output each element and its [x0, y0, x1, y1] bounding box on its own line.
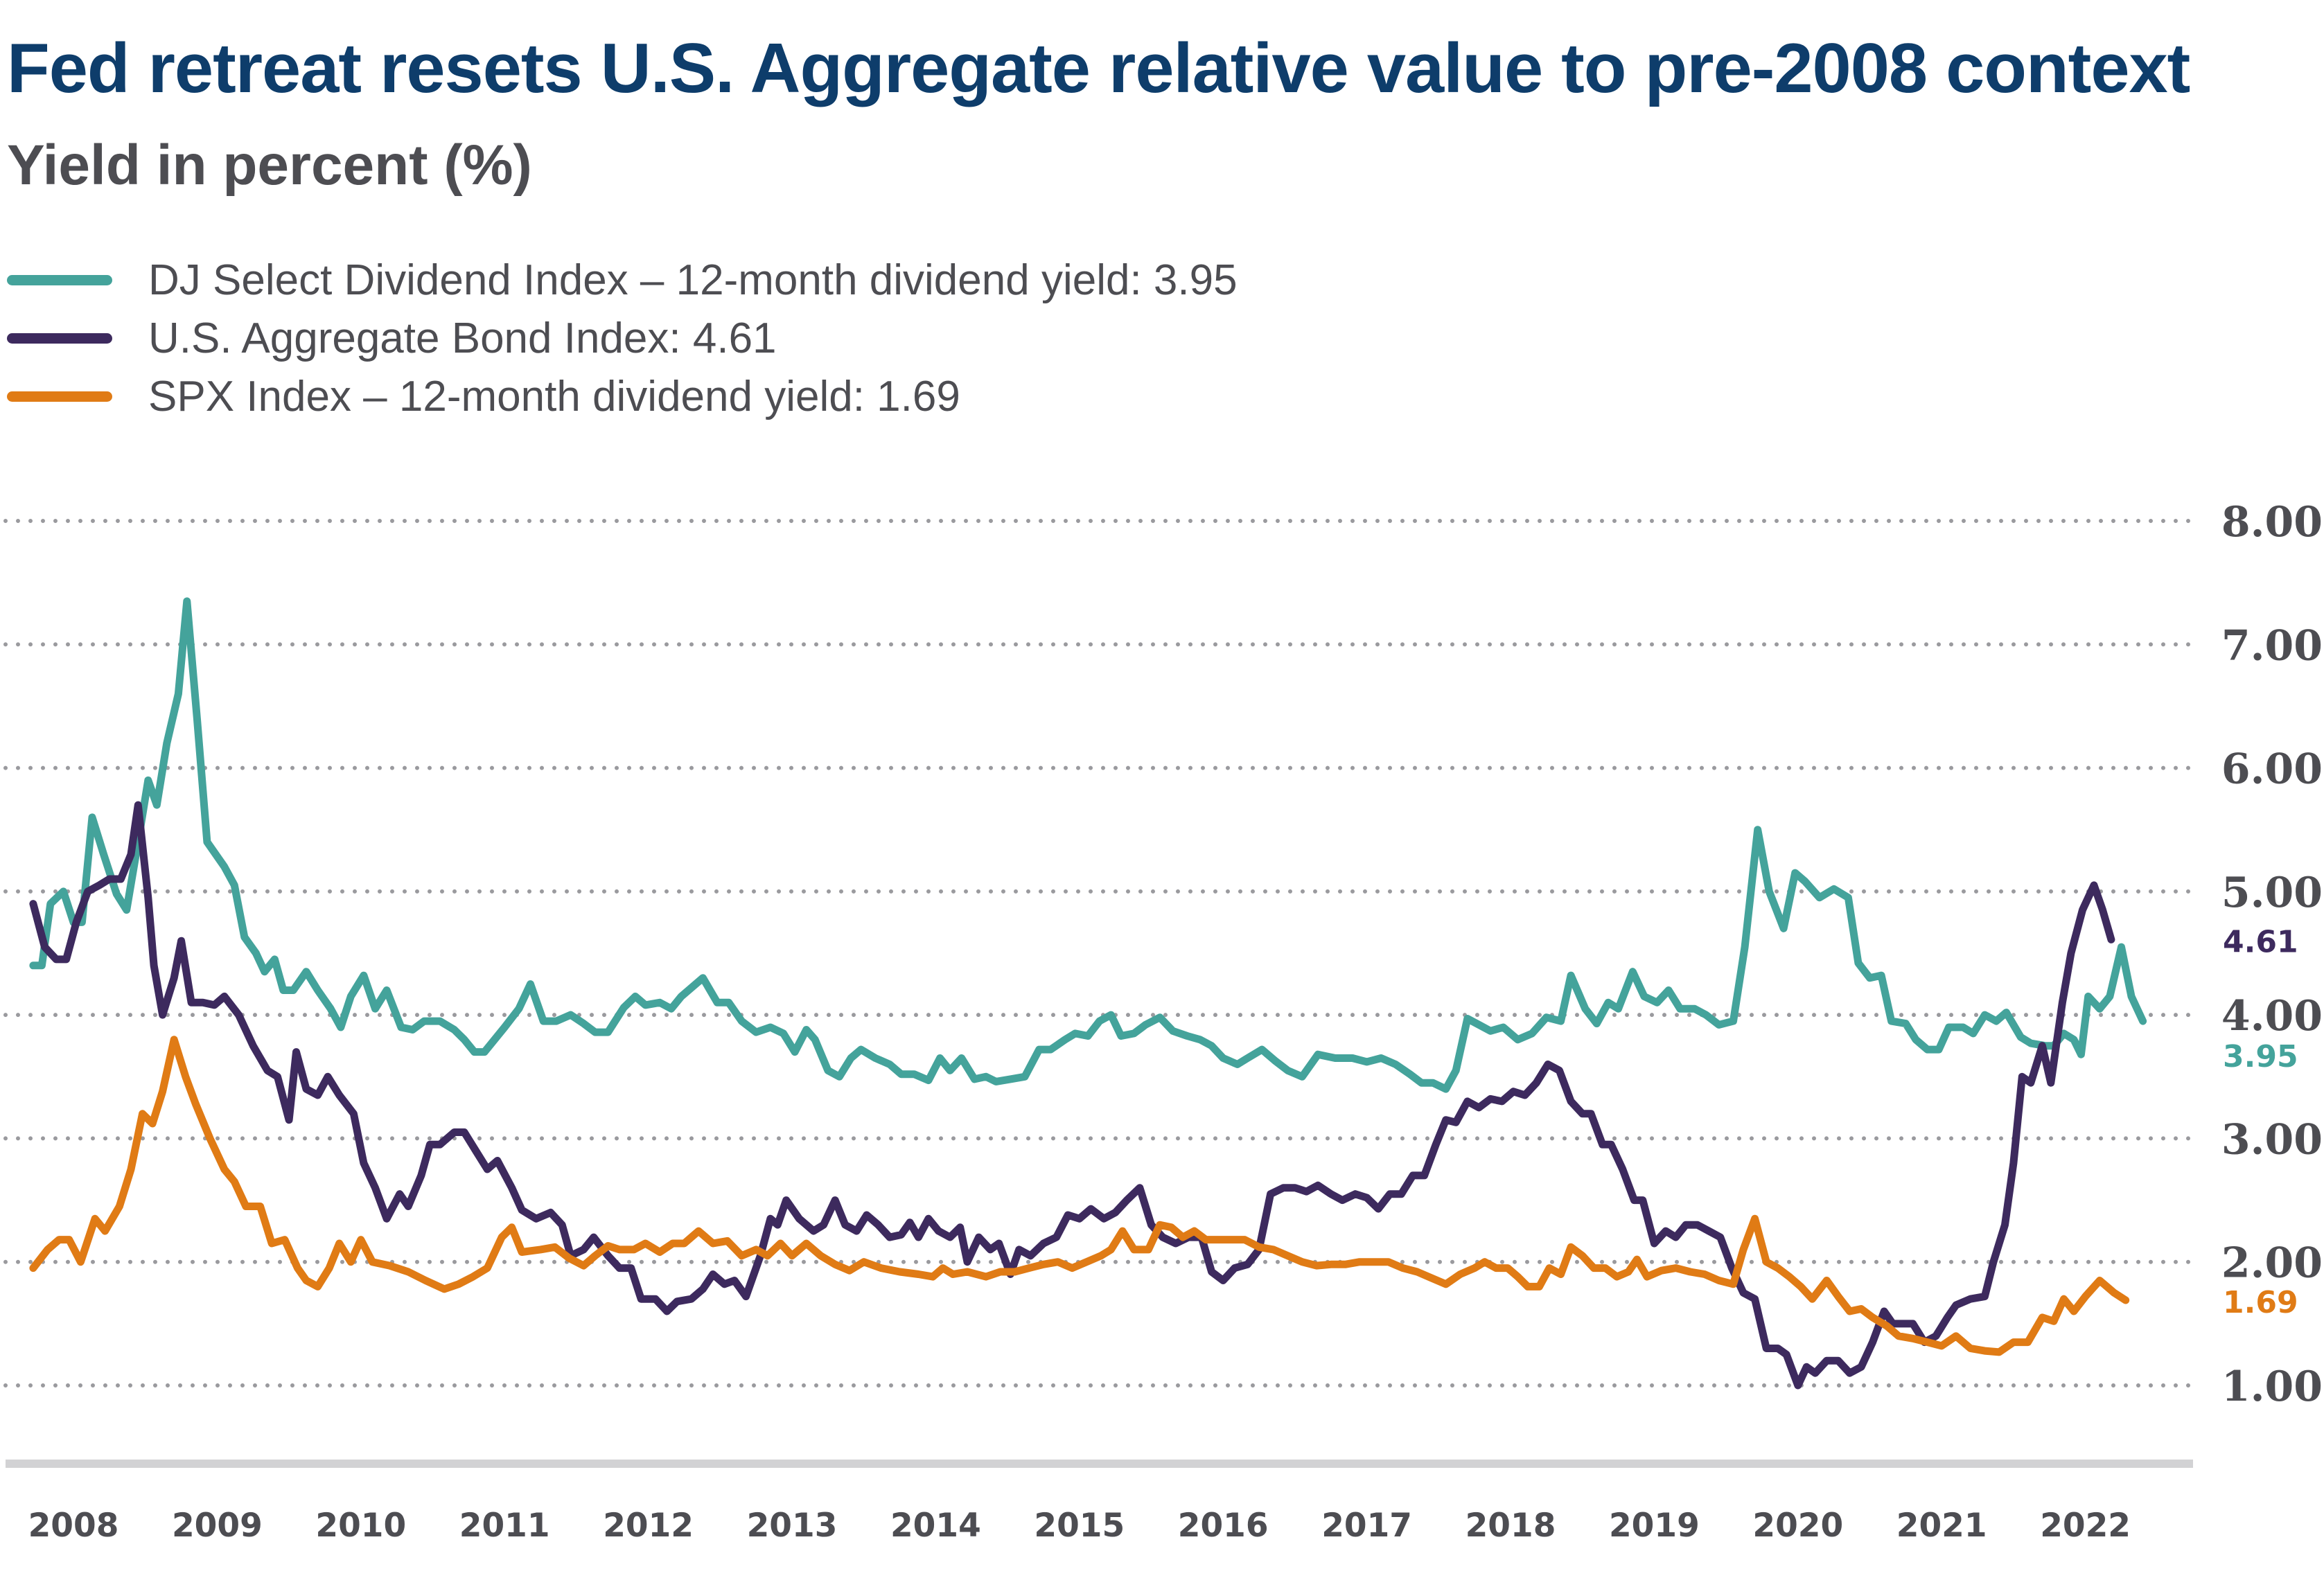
x-tick-label: 2020: [1752, 1507, 1843, 1545]
end-label-us-aggregate: 4.61: [2223, 924, 2298, 959]
x-tick-label: 2012: [603, 1507, 694, 1545]
legend-label-dj-select: DJ Select Dividend Index – 12-month divi…: [148, 256, 1238, 304]
legend-item-dj-select: DJ Select Dividend Index – 12-month divi…: [7, 251, 1238, 309]
chart-title: Fed retreat resets U.S. Aggregate relati…: [7, 30, 2190, 107]
x-tick-label: 2015: [1034, 1507, 1125, 1545]
x-tick-label: 2017: [1321, 1507, 1412, 1545]
x-tick-label: 2016: [1178, 1507, 1269, 1545]
x-tick-label: 2010: [315, 1507, 406, 1545]
y-tick-label: 8.00: [2221, 498, 2323, 547]
y-tick-label: 2.00: [2221, 1239, 2323, 1288]
legend-label-us-aggregate: U.S. Aggregate Bond Index: 4.61: [148, 314, 777, 362]
x-tick-label: 2018: [1465, 1507, 1556, 1545]
legend-item-spx: SPX Index – 12-month dividend yield: 1.6…: [7, 367, 1238, 425]
x-tick-label: 2009: [172, 1507, 263, 1545]
chart-subtitle: Yield in percent (%): [7, 134, 532, 197]
x-tick-label: 2014: [890, 1507, 981, 1545]
x-tick-label: 2013: [747, 1507, 838, 1545]
x-tick-label: 2008: [28, 1507, 119, 1545]
x-tick-label: 2021: [1896, 1507, 1987, 1545]
chart-legend: DJ Select Dividend Index – 12-month divi…: [7, 251, 1238, 425]
y-tick-label: 4.00: [2221, 992, 2323, 1040]
x-tick-label: 2022: [2040, 1507, 2131, 1545]
y-tick-label: 7.00: [2221, 621, 2323, 670]
series-line-spx: [29, 1036, 2130, 1356]
series-line-us-aggregate: [29, 801, 2115, 1390]
end-label-dj-select: 3.95: [2223, 1039, 2298, 1074]
y-tick-label: 6.00: [2221, 745, 2323, 794]
y-tick-label: 3.00: [2221, 1115, 2323, 1164]
legend-swatch-spx: [7, 391, 112, 402]
legend-swatch-dj-select: [7, 274, 112, 285]
y-tick-label: 5.00: [2221, 869, 2323, 917]
series-line-dj-select: [29, 597, 2147, 1093]
end-label-spx: 1.69: [2223, 1285, 2298, 1320]
y-tick-label: 1.00: [2221, 1363, 2323, 1411]
legend-item-us-aggregate: U.S. Aggregate Bond Index: 4.61: [7, 309, 1238, 367]
legend-label-spx: SPX Index – 12-month dividend yield: 1.6…: [148, 372, 960, 420]
x-tick-label: 2011: [459, 1507, 550, 1545]
legend-swatch-us-aggregate: [7, 333, 112, 344]
x-tick-label: 2019: [1609, 1507, 1700, 1545]
